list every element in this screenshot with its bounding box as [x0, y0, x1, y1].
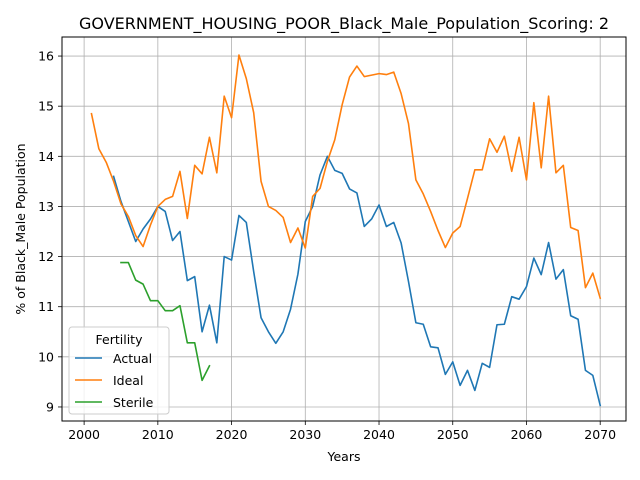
legend-label-sterile: Sterile [113, 395, 154, 410]
x-tick-label: 2070 [584, 427, 616, 442]
y-tick-label: 16 [38, 49, 54, 64]
x-tick-label: 2000 [68, 427, 100, 442]
y-tick-label: 14 [38, 149, 54, 164]
y-axis-title: % of Black_Male Population [13, 143, 28, 314]
y-tick-label: 11 [38, 299, 54, 314]
legend-label-actual: Actual [113, 351, 152, 366]
series-line-sterile [120, 261, 211, 382]
y-tick-label: 15 [38, 99, 54, 114]
x-tick-label: 2010 [142, 427, 174, 442]
plot-frame [61, 36, 627, 422]
series-lines [90, 54, 602, 407]
series-line-ideal [90, 54, 602, 300]
x-axis: 2000 2010 2020 2030 2040 2050 2060 2070 [68, 421, 616, 442]
legend: Fertility Actual Ideal Sterile [68, 326, 170, 415]
chart-title: GOVERNMENT_HOUSING_POOR_Black_Male_Popul… [79, 14, 609, 34]
x-axis-title: Years [327, 449, 361, 464]
y-tick-label: 12 [38, 249, 54, 264]
legend-label-ideal: Ideal [113, 373, 143, 388]
x-tick-label: 2040 [363, 427, 395, 442]
legend-title: Fertility [96, 332, 144, 347]
y-tick-label: 13 [38, 199, 54, 214]
x-tick-label: 2020 [216, 427, 248, 442]
x-tick-label: 2030 [289, 427, 321, 442]
x-tick-label: 2050 [437, 427, 469, 442]
series-line-actual [112, 155, 602, 407]
y-axis: 9 10 11 12 13 14 15 16 [38, 49, 62, 414]
x-tick-label: 2060 [511, 427, 543, 442]
y-tick-label: 9 [46, 399, 54, 414]
legend-box [68, 326, 170, 415]
y-tick-label: 10 [38, 349, 54, 364]
